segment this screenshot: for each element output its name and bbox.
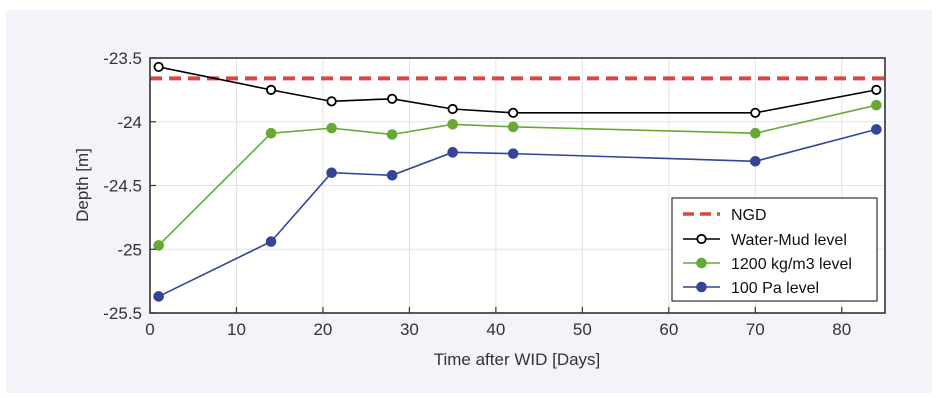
legend-marker-100-pa-level	[696, 281, 707, 293]
y-tick-label: -24	[117, 113, 142, 132]
y-tick-label: -23.5	[103, 49, 142, 68]
y-tick-label: -25.5	[103, 304, 142, 323]
data-point-water-mud-level	[387, 93, 398, 104]
data-point-100-pa-level	[871, 124, 882, 135]
x-tick-label: 80	[832, 320, 851, 339]
x-tick-label: 60	[659, 320, 678, 339]
data-point-100-pa-level	[265, 236, 277, 247]
data-point-1200-kg-m3-level	[153, 240, 164, 251]
x-tick-label: 20	[313, 320, 332, 339]
data-point-1200-kg-m3-level	[265, 127, 277, 139]
x-tick-label: 40	[486, 320, 505, 339]
legend-label-ngd: NGD	[731, 207, 767, 224]
x-tick-label: 50	[573, 320, 592, 339]
data-point-water-mud-level	[750, 107, 761, 118]
x-axis-label: Time after WID [Days]	[434, 350, 601, 369]
legend-label-100-pa-level: 100 Pa level	[731, 280, 819, 297]
data-point-water-mud-level	[153, 61, 164, 73]
data-point-1200-kg-m3-level	[386, 129, 398, 140]
x-tick-label: 0	[145, 320, 154, 339]
legend-label-1200-kg-m3-level: 1200 kg/m3 level	[731, 256, 852, 273]
data-point-100-pa-level	[507, 148, 519, 159]
y-axis-label: Depth [m]	[73, 148, 92, 222]
series-line-100-pa-level	[158, 128, 877, 298]
legend: NGD Water-Mud level 1200 kg/m3 level 100 P…	[671, 197, 878, 302]
data-point-water-mud-level	[265, 84, 277, 95]
y-tick-label: -24.5	[103, 177, 142, 196]
data-point-100-pa-level	[326, 167, 337, 179]
data-point-1200-kg-m3-level	[749, 127, 761, 139]
data-point-100-pa-level	[153, 291, 164, 302]
data-point-water-mud-level	[508, 107, 519, 118]
y-tick-label: -25	[117, 240, 142, 259]
legend-marker-1200-kg-m3-level	[696, 257, 707, 269]
series-group	[153, 61, 882, 302]
data-point-1200-kg-m3-level	[326, 122, 337, 134]
data-point-1200-kg-m3-level	[447, 119, 458, 130]
series-line-water-mud-level	[158, 66, 877, 114]
data-point-100-pa-level	[749, 155, 761, 167]
data-point-1200-kg-m3-level	[871, 99, 882, 111]
legend-series: Water-Mud level 1200 kg/m3 level 100 Pa le…	[683, 232, 852, 297]
data-point-100-pa-level	[447, 147, 458, 158]
legend-label-water-mud-level: Water-Mud level	[731, 232, 847, 249]
data-point-water-mud-level	[871, 84, 882, 95]
data-point-100-pa-level	[386, 170, 398, 181]
x-tick-label: 30	[400, 320, 419, 339]
data-point-water-mud-level	[326, 96, 337, 107]
data-point-1200-kg-m3-level	[507, 121, 519, 133]
data-point-water-mud-level	[447, 103, 458, 115]
axis-ticks: 0 10 20 30 40 50 60 70 80 -23.5 -24 -24.5 -25 -25.5	[103, 49, 851, 339]
series-line-1200-kg-m3-level	[158, 104, 877, 246]
x-tick-label: 70	[746, 320, 765, 339]
x-tick-label: 10	[227, 320, 246, 339]
legend-marker-water-mud-level	[696, 233, 707, 245]
